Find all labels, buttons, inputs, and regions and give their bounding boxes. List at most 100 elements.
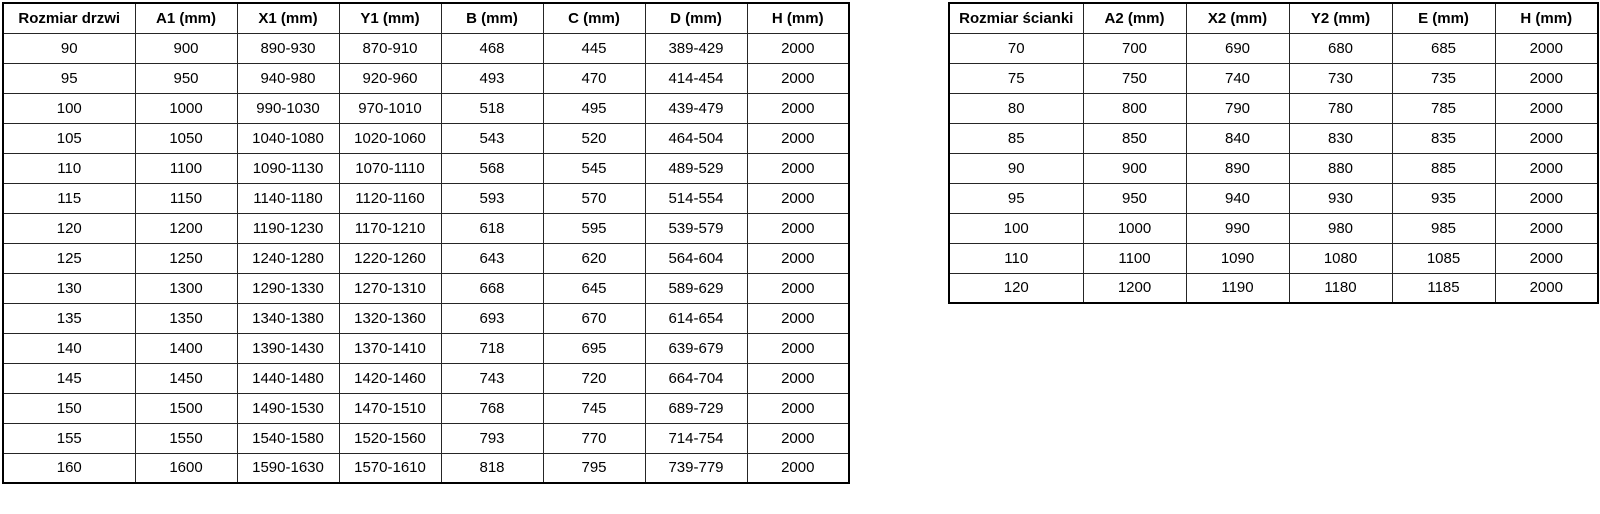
table-row: 105 1050 1040-1080 1020-1060 543 520 464-504 20… <box>2 122 850 154</box>
table-cell: 130 <box>2 272 136 304</box>
table-cell: 1190-1230 <box>236 212 340 244</box>
table-cell: 2000 <box>746 212 850 244</box>
table-cell: 750 <box>1082 62 1187 94</box>
table-cell: 1020-1060 <box>338 122 442 154</box>
table-cell: 593 <box>440 182 544 214</box>
table-cell: 718 <box>440 332 544 364</box>
table-cell: 85 <box>948 122 1084 154</box>
table-cell: 790 <box>1185 92 1290 124</box>
table-cell: 135 <box>2 302 136 334</box>
table-cell: 745 <box>542 392 646 424</box>
table-cell: 1100 <box>1082 242 1187 274</box>
table-cell: 155 <box>2 422 136 454</box>
table-cell: 643 <box>440 242 544 274</box>
column-header: A1 (mm) <box>134 2 238 34</box>
column-header: X2 (mm) <box>1185 2 1290 34</box>
table-cell: 800 <box>1082 92 1187 124</box>
table-cell: 1390-1430 <box>236 332 340 364</box>
table-cell: 840 <box>1185 122 1290 154</box>
table-cell: 680 <box>1288 32 1393 64</box>
door-size-table: Rozmiar drzwi A1 (mm) X1 (mm) Y1 (mm) B (mm)… <box>2 2 850 484</box>
table-cell: 570 <box>542 182 646 214</box>
table-cell: 1350 <box>134 302 238 334</box>
table-row: 120 1200 1190-1230 1170-1210 618 595 539-579 20… <box>2 212 850 244</box>
column-header: Rozmiar drzwi <box>2 2 136 34</box>
table-row: 90 900 890 880 885 2000 <box>948 152 1599 184</box>
table-cell: 1550 <box>134 422 238 454</box>
table-row: 125 1250 1240-1280 1220-1260 643 620 564-604 20… <box>2 242 850 274</box>
table-row: 120 1200 1190 1180 1185 2000 <box>948 272 1599 304</box>
table-cell: 1070-1110 <box>338 152 442 184</box>
table-cell: 110 <box>948 242 1084 274</box>
table-cell: 850 <box>1082 122 1187 154</box>
table-cell: 493 <box>440 62 544 94</box>
table-row: 90 900 890-930 870-910 468 445 389-429 2000 <box>2 32 850 64</box>
column-header: X1 (mm) <box>236 2 340 34</box>
table-cell: 2000 <box>746 332 850 364</box>
table-cell: 2000 <box>746 32 850 64</box>
table-row: 145 1450 1440-1480 1420-1460 743 720 664-704 20… <box>2 362 850 394</box>
table-cell: 1170-1210 <box>338 212 442 244</box>
table-cell: 110 <box>2 152 136 184</box>
table-cell: 1090-1130 <box>236 152 340 184</box>
table-cell: 793 <box>440 422 544 454</box>
table-cell: 1240-1280 <box>236 242 340 274</box>
table-cell: 1490-1530 <box>236 392 340 424</box>
table-cell: 1270-1310 <box>338 272 442 304</box>
table-row: 100 1000 990-1030 970-1010 518 495 439-479 2000 <box>2 92 850 124</box>
table-cell: 489-529 <box>644 152 748 184</box>
table-cell: 885 <box>1391 152 1496 184</box>
table-cell: 514-554 <box>644 182 748 214</box>
table-cell: 2000 <box>1494 272 1599 304</box>
table-cell: 1190 <box>1185 272 1290 304</box>
table-cell: 70 <box>948 32 1084 64</box>
table-cell: 2000 <box>746 92 850 124</box>
table-row: 75 750 740 730 735 2000 <box>948 62 1599 94</box>
table-cell: 414-454 <box>644 62 748 94</box>
table-cell: 920-960 <box>338 62 442 94</box>
table-cell: 685 <box>1391 32 1496 64</box>
column-header: H (mm) <box>746 2 850 34</box>
table-cell: 1400 <box>134 332 238 364</box>
table-cell: 700 <box>1082 32 1187 64</box>
table-row: 100 1000 990 980 985 2000 <box>948 212 1599 244</box>
table-row: 155 1550 1540-1580 1520-1560 793 770 714-754 20… <box>2 422 850 454</box>
table-cell: 564-604 <box>644 242 748 274</box>
table-cell: 620 <box>542 242 646 274</box>
table-row: 95 950 940 930 935 2000 <box>948 182 1599 214</box>
table-cell: 589-629 <box>644 272 748 304</box>
table-cell: 1090 <box>1185 242 1290 274</box>
table-cell: 2000 <box>1494 212 1599 244</box>
table-row: 70 700 690 680 685 2000 <box>948 32 1599 64</box>
table-cell: 664-704 <box>644 362 748 394</box>
table-cell: 743 <box>440 362 544 394</box>
table-cell: 568 <box>440 152 544 184</box>
header-row: Rozmiar drzwi A1 (mm) X1 (mm) Y1 (mm) B (mm)… <box>2 2 850 34</box>
table-cell: 1300 <box>134 272 238 304</box>
table-cell: 105 <box>2 122 136 154</box>
table-cell: 880 <box>1288 152 1393 184</box>
table-cell: 614-654 <box>644 302 748 334</box>
table-cell: 2000 <box>746 272 850 304</box>
table-cell: 1085 <box>1391 242 1496 274</box>
table-cell: 740 <box>1185 62 1290 94</box>
table-cell: 770 <box>542 422 646 454</box>
table-cell: 1340-1380 <box>236 302 340 334</box>
table-row: 110 1100 1090 1080 1085 2000 <box>948 242 1599 274</box>
table-cell: 1590-1630 <box>236 452 340 484</box>
table-cell: 1200 <box>134 212 238 244</box>
table-cell: 1370-1410 <box>338 332 442 364</box>
table-cell: 690 <box>1185 32 1290 64</box>
table-cell: 1200 <box>1082 272 1187 304</box>
table-cell: 539-579 <box>644 212 748 244</box>
table-cell: 980 <box>1288 212 1393 244</box>
table-cell: 950 <box>134 62 238 94</box>
column-header: D (mm) <box>644 2 748 34</box>
table-cell: 2000 <box>746 152 850 184</box>
table-cell: 468 <box>440 32 544 64</box>
table-cell: 930 <box>1288 182 1393 214</box>
table-cell: 1540-1580 <box>236 422 340 454</box>
table-cell: 520 <box>542 122 646 154</box>
table-cell: 668 <box>440 272 544 304</box>
table-cell: 780 <box>1288 92 1393 124</box>
